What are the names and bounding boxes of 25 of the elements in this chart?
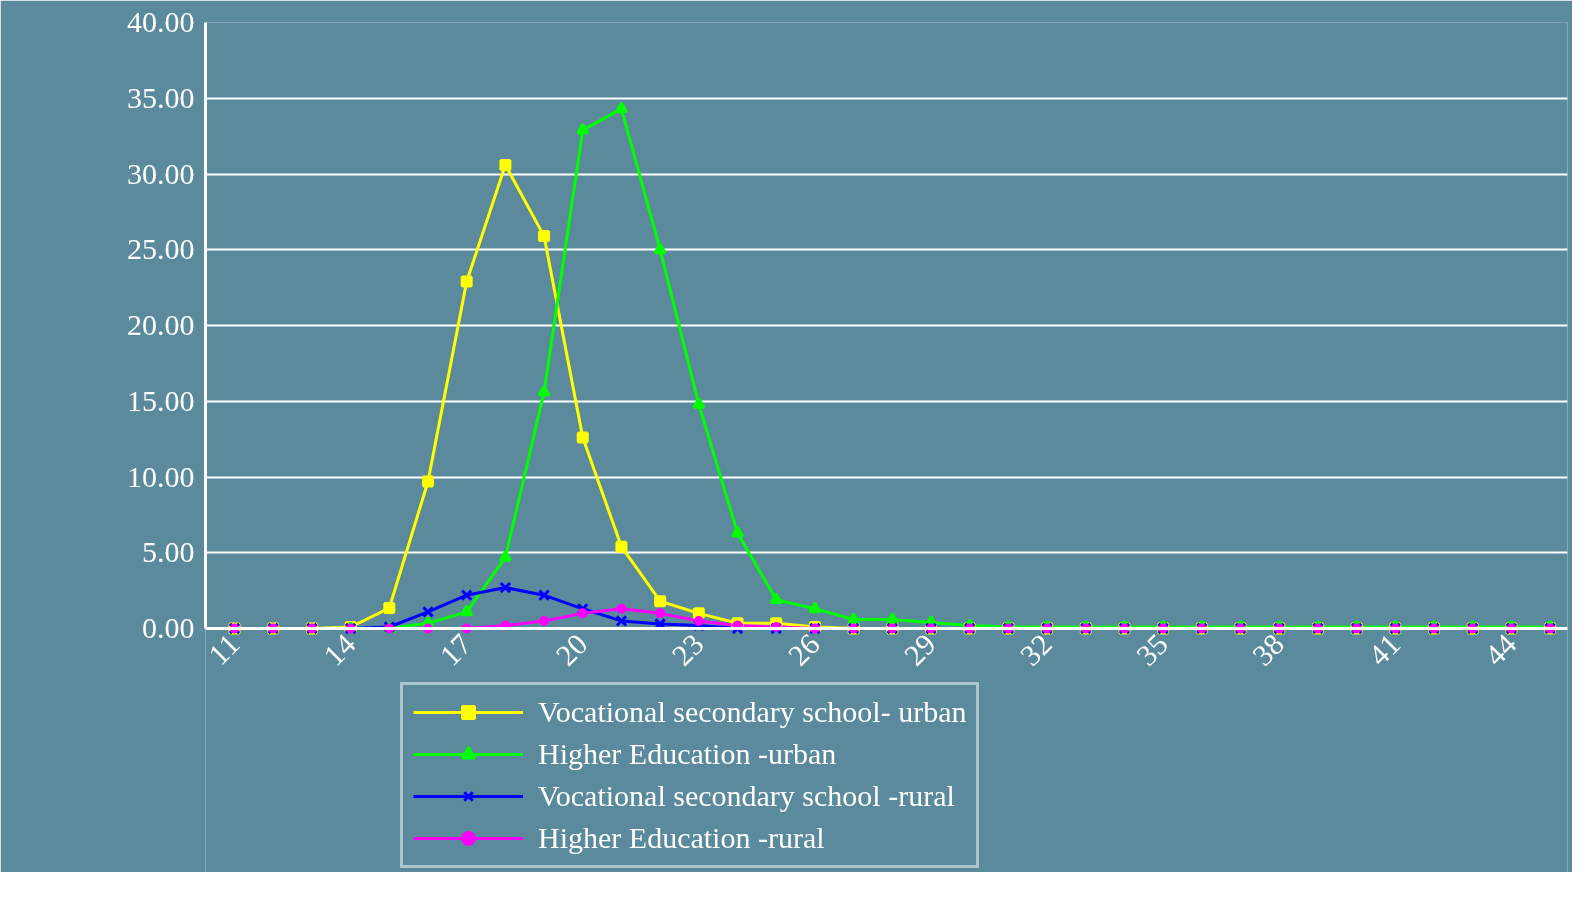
legend-label: Vocational secondary school- urban bbox=[538, 695, 967, 729]
x-tick-label: 38 bbox=[1245, 627, 1291, 672]
y-tick-label: 0.00 bbox=[142, 611, 195, 644]
x-tick-label: 14 bbox=[317, 627, 362, 672]
legend-label: Vocational secondary school -rural bbox=[538, 779, 955, 813]
x-tick-label: 20 bbox=[549, 627, 594, 672]
x-tick-label: 26 bbox=[781, 627, 826, 672]
y-tick-label: 5.00 bbox=[142, 535, 195, 569]
x-tick-label: 44 bbox=[1477, 627, 1523, 672]
y-tick-label: 40.00 bbox=[127, 5, 195, 38]
x-tick-label: 41 bbox=[1361, 627, 1407, 672]
y-tick-label: 20.00 bbox=[127, 308, 195, 341]
x-tick-label: 32 bbox=[1013, 627, 1059, 672]
x-tick-label: 11 bbox=[201, 627, 246, 671]
y-tick-label: 15.00 bbox=[127, 383, 195, 417]
y-tick-label: 35.00 bbox=[127, 80, 195, 114]
x-tick-label: 23 bbox=[665, 627, 710, 672]
legend-label: Higher Education -rural bbox=[538, 821, 825, 855]
y-tick-label: 10.00 bbox=[127, 459, 195, 493]
x-tick-label: 17 bbox=[433, 627, 478, 672]
legend-label: Higher Education -urban bbox=[538, 737, 837, 771]
y-tick-label: 25.00 bbox=[127, 232, 195, 266]
x-tick-label: 35 bbox=[1129, 627, 1175, 672]
x-tick-label: 29 bbox=[897, 627, 942, 672]
y-tick-label: 30.00 bbox=[127, 156, 195, 190]
